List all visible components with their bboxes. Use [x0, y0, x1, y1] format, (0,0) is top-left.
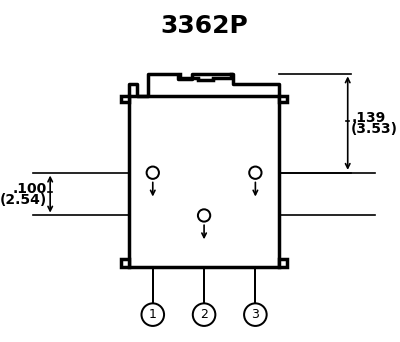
Text: 3: 3	[252, 308, 259, 321]
Bar	[121, 259, 129, 267]
Bar	[279, 259, 287, 267]
Text: .139: .139	[351, 111, 385, 124]
Text: (2.54): (2.54)	[0, 193, 47, 207]
Bar	[121, 96, 129, 102]
Bar	[279, 96, 287, 102]
Text: (3.53): (3.53)	[351, 122, 398, 135]
Text: 3362P: 3362P	[160, 14, 248, 38]
Bar	[129, 96, 279, 267]
Circle shape	[193, 303, 215, 326]
Text: 1: 1	[149, 308, 157, 321]
Circle shape	[249, 167, 262, 179]
Circle shape	[244, 303, 267, 326]
Circle shape	[198, 209, 210, 222]
Text: 2: 2	[200, 308, 208, 321]
Circle shape	[147, 167, 159, 179]
Circle shape	[142, 303, 164, 326]
Text: .100: .100	[12, 182, 47, 196]
